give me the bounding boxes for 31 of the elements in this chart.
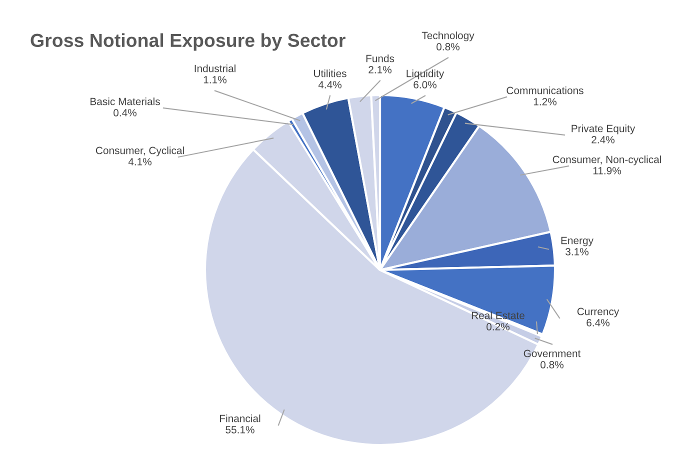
data-label: 6.4% — [586, 319, 610, 326]
slice-label: Liquidity — [406, 70, 444, 80]
slice-label: Basic Materials — [90, 98, 160, 106]
slice-label: Energy — [561, 236, 594, 246]
slice-label: Government — [524, 350, 581, 358]
data-label: 0.2% — [486, 323, 510, 330]
data-label: 1.2% — [534, 98, 556, 106]
data-label: 2.1% — [368, 66, 392, 74]
slice-label: Consumer, Cyclical — [96, 146, 184, 156]
slice-label: Funds — [366, 54, 394, 62]
slice-label: Utilities — [314, 70, 346, 78]
slice-label: Communications — [506, 86, 584, 94]
slice-label: Industrial — [194, 64, 236, 72]
slice-label: Real Estate — [472, 312, 524, 320]
slice-label: Private Equity — [572, 124, 636, 134]
data-label: 0.8% — [436, 43, 460, 50]
data-label: 4.4% — [318, 81, 342, 88]
data-label: 11.9% — [593, 167, 622, 174]
data-label: 4.1% — [128, 158, 152, 166]
data-label: 55.1% — [226, 426, 254, 434]
data-label: 2.4% — [592, 136, 614, 144]
data-label: 0.4% — [114, 109, 136, 116]
slice-label: Currency — [577, 308, 620, 318]
data-label: 1.1% — [204, 76, 226, 84]
slice-label: Technology — [422, 32, 474, 42]
data-label: 6.0% — [414, 81, 436, 88]
chart-title: Gross Notional Exposure by Sector — [30, 33, 346, 51]
slice-label: Consumer, Non-cyclical — [552, 156, 662, 166]
slice-label: Financial — [220, 414, 260, 422]
data-label: 0.8% — [540, 361, 564, 368]
data-label: 3.1% — [566, 248, 588, 256]
